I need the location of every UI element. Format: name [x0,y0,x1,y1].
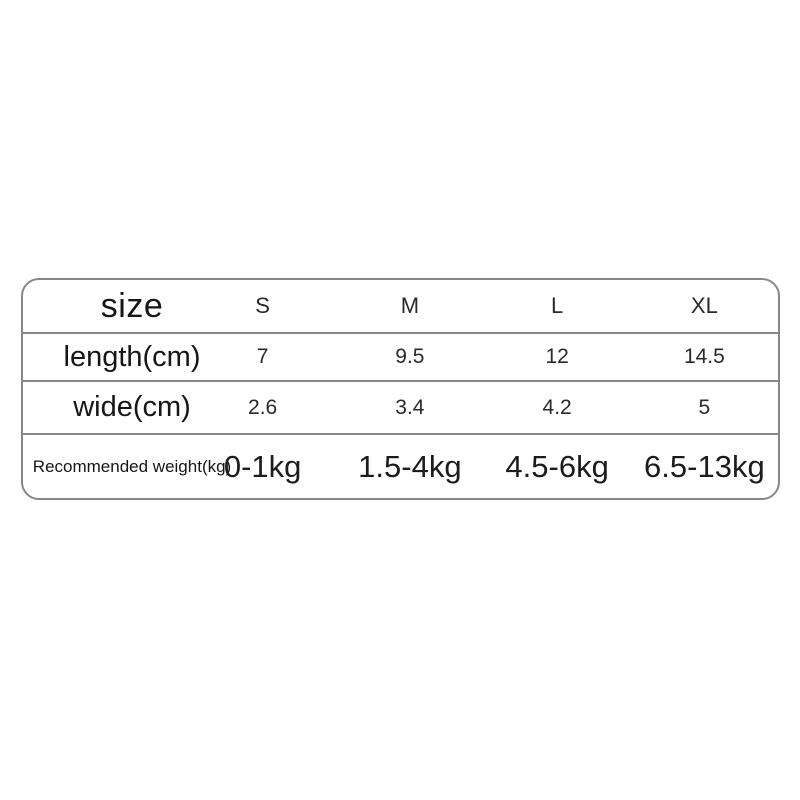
row-label-wide: wide(cm) [73,391,191,423]
column-header-s: S [255,293,270,318]
length-value-xl: 14.5 [683,345,725,368]
table-row-wide: wide(cm) 2.6 3.4 4.2 5 [23,380,778,433]
weight-value-l: 4.5-6kg [505,448,609,484]
column-header-m: M [400,293,420,318]
length-value-l: 12 [545,345,569,368]
table-row-recommended-weight: Recommended weight(kg) 0-1kg 1.5-4kg 4.5… [23,433,778,498]
size-chart-table: size S M L XL length(cm) 7 9.5 12 14.5 w… [21,278,780,500]
wide-value-s: 2.6 [248,395,278,419]
length-value-m: 9.5 [395,345,425,368]
table-header-row: size S M L XL [23,280,778,332]
table-title: size [100,286,164,325]
weight-value-m: 1.5-4kg [358,448,462,484]
column-header-l: L [551,293,564,318]
weight-value-xl: 6.5-13kg [644,448,765,484]
table-row-length: length(cm) 7 9.5 12 14.5 [23,332,778,380]
row-label-recommended-weight: Recommended weight(kg) [32,456,232,476]
wide-value-xl: 5 [698,395,711,419]
row-label-length: length(cm) [63,340,201,373]
wide-value-m: 3.4 [395,395,425,419]
wide-value-l: 4.2 [542,395,572,419]
weight-value-s: 0-1kg [223,448,302,484]
column-header-xl: XL [690,293,718,318]
length-value-s: 7 [256,345,269,368]
